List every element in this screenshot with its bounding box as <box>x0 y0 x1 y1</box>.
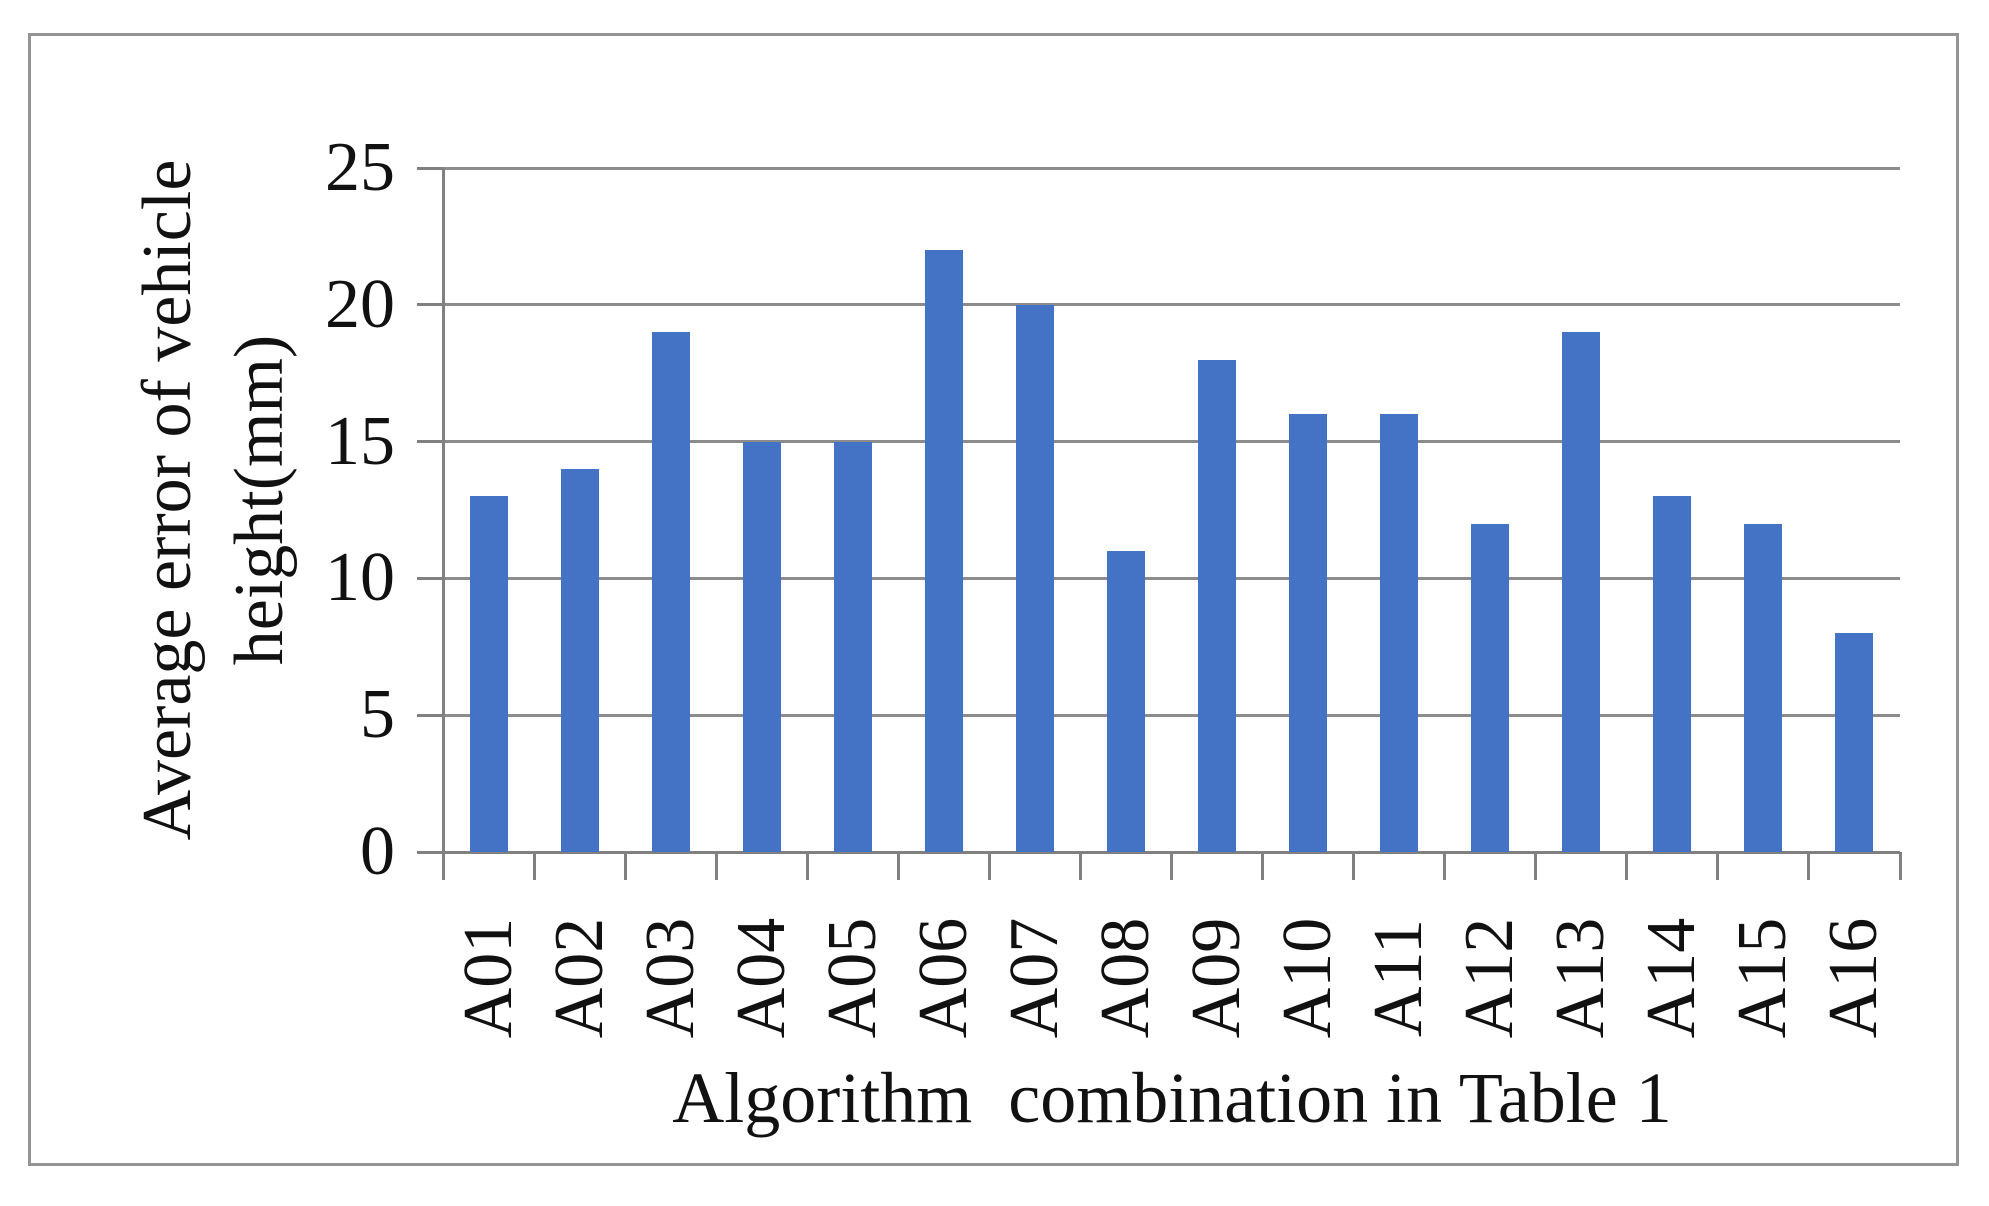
plot-area <box>417 166 1902 880</box>
y-axis-tick-5 <box>417 713 443 717</box>
gridline-y-10 <box>443 576 1900 580</box>
x-tick-label-A13: A13 <box>1542 917 1620 1039</box>
x-axis-tick-3 <box>714 852 718 880</box>
x-tick-label-A03: A03 <box>631 917 709 1039</box>
x-axis-tick-14 <box>1716 852 1720 880</box>
x-axis-tick-1 <box>532 852 536 880</box>
bar-A05 <box>833 441 872 852</box>
y-tick-label-5: 5 <box>360 676 395 754</box>
y-tick-label-25: 25 <box>325 129 395 206</box>
x-tick-label-A06: A06 <box>904 917 982 1039</box>
bar-A11 <box>1380 414 1419 852</box>
x-axis-tick-7 <box>1078 852 1082 880</box>
y-axis-tick-10 <box>417 576 443 580</box>
bar-A09 <box>1198 359 1237 852</box>
y-tick-label-10: 10 <box>325 539 395 617</box>
x-axis-title: Algorithm combination in Table 1 <box>672 1058 1672 1138</box>
x-axis-tick-10 <box>1352 852 1356 880</box>
x-tick-label-A11: A11 <box>1360 919 1438 1037</box>
x-tick-label-A08: A08 <box>1086 917 1164 1039</box>
chart-frame <box>28 33 1959 1166</box>
gridline-y-20 <box>443 303 1900 307</box>
x-axis-tick-15 <box>1807 852 1811 880</box>
y-axis-title-line-1: Average error of vehicle <box>129 159 206 841</box>
x-tick-label-A07: A07 <box>995 917 1073 1039</box>
x-axis-tick-5 <box>896 852 900 880</box>
x-tick-label-A09: A09 <box>1178 917 1256 1039</box>
bar-A08 <box>1106 551 1145 852</box>
x-tick-label-A15: A15 <box>1724 917 1802 1039</box>
x-tick-label-A14: A14 <box>1633 917 1711 1039</box>
y-axis-line <box>441 168 445 880</box>
x-tick-label-A02: A02 <box>540 917 618 1039</box>
bar-A12 <box>1471 523 1510 852</box>
x-axis-tick-2 <box>623 852 627 880</box>
x-tick-label-A01: A01 <box>449 917 527 1039</box>
y-axis-tick-0 <box>417 850 443 854</box>
x-tick-label-A12: A12 <box>1451 917 1529 1039</box>
gridline-y-25 <box>443 166 1900 170</box>
bar-A07 <box>1015 304 1054 852</box>
x-axis-tick-13 <box>1625 852 1629 880</box>
x-tick-label-A10: A10 <box>1269 917 1347 1039</box>
x-axis-tick-9 <box>1261 852 1265 880</box>
y-tick-label-20: 20 <box>325 265 395 343</box>
y-tick-label-0: 0 <box>360 813 395 890</box>
bar-A15 <box>1744 523 1783 852</box>
x-tick-label-A05: A05 <box>813 917 891 1039</box>
bar-A16 <box>1835 633 1874 852</box>
bar-A14 <box>1653 496 1692 852</box>
x-tick-label-A16: A16 <box>1815 917 1893 1039</box>
x-axis-line <box>441 850 1900 854</box>
bar-A10 <box>1289 414 1328 852</box>
bar-A13 <box>1562 332 1601 852</box>
x-axis-tick-6 <box>987 852 991 880</box>
bar-A04 <box>742 441 781 852</box>
x-axis-tick-12 <box>1534 852 1538 880</box>
bar-A01 <box>469 496 508 852</box>
y-axis-title: Average error of vehicle height(mm) <box>122 160 306 841</box>
x-tick-label-A04: A04 <box>722 917 800 1039</box>
gridline-y-15 <box>443 440 1900 444</box>
bar-A02 <box>560 468 599 852</box>
x-axis-tick-16 <box>1898 852 1902 880</box>
bar-A06 <box>924 250 963 852</box>
bar-A03 <box>651 332 690 852</box>
y-axis-tick-25 <box>417 166 443 170</box>
y-tick-label-15: 15 <box>325 402 395 480</box>
x-axis-tick-4 <box>805 852 809 880</box>
x-axis-tick-8 <box>1170 852 1173 880</box>
y-axis-tick-20 <box>417 303 443 307</box>
y-axis-title-line-2: height(mm) <box>221 334 298 666</box>
y-axis-tick-15 <box>417 440 443 444</box>
gridline-y-5 <box>443 713 1900 717</box>
x-axis-tick-11 <box>1443 852 1447 880</box>
